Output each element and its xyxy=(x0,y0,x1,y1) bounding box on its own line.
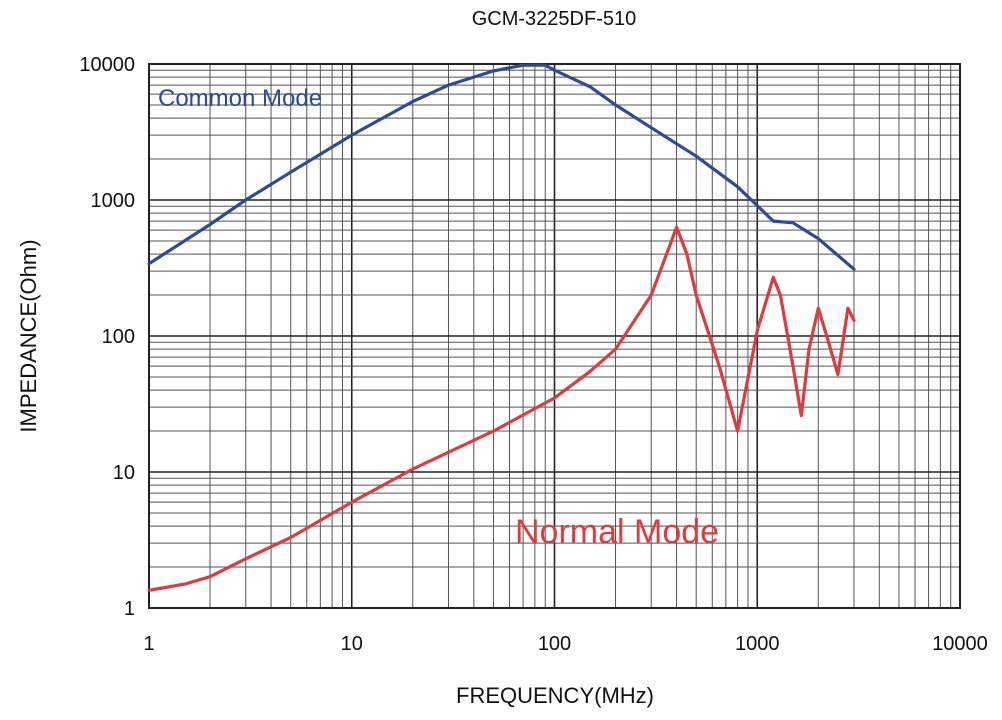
common-mode-label: Common Mode xyxy=(158,85,322,112)
y-tick-label: 100 xyxy=(102,326,135,348)
series-lines xyxy=(147,63,856,592)
x-tick-label: 1000 xyxy=(735,633,780,655)
normal-mode-label: Normal Mode xyxy=(515,513,719,551)
x-tick-label: 100 xyxy=(538,633,571,655)
y-tick-label: 1000 xyxy=(91,190,136,212)
x-tick-label: 10 xyxy=(341,633,363,655)
chart-title: GCM-3225DF-510 xyxy=(471,8,637,30)
y-tick-labels: 1 10 100 1000 10000 xyxy=(79,54,135,620)
y-tick-label: 1 xyxy=(124,598,135,620)
plot-frame xyxy=(148,63,961,609)
y-axis-title: IMPEDANCE(Ohm) xyxy=(16,239,41,432)
x-tick-label: 1 xyxy=(143,633,154,655)
y-tick-label: 10000 xyxy=(79,54,135,76)
x-tick-labels: 1 10 100 1000 10000 xyxy=(143,633,987,655)
y-tick-label: 10 xyxy=(113,462,135,484)
normal-mode-line xyxy=(147,225,856,592)
x-axis-title: FREQUENCY(MHz) xyxy=(456,683,654,708)
x-tick-label: 10000 xyxy=(932,633,988,655)
common-mode-line xyxy=(147,63,856,271)
